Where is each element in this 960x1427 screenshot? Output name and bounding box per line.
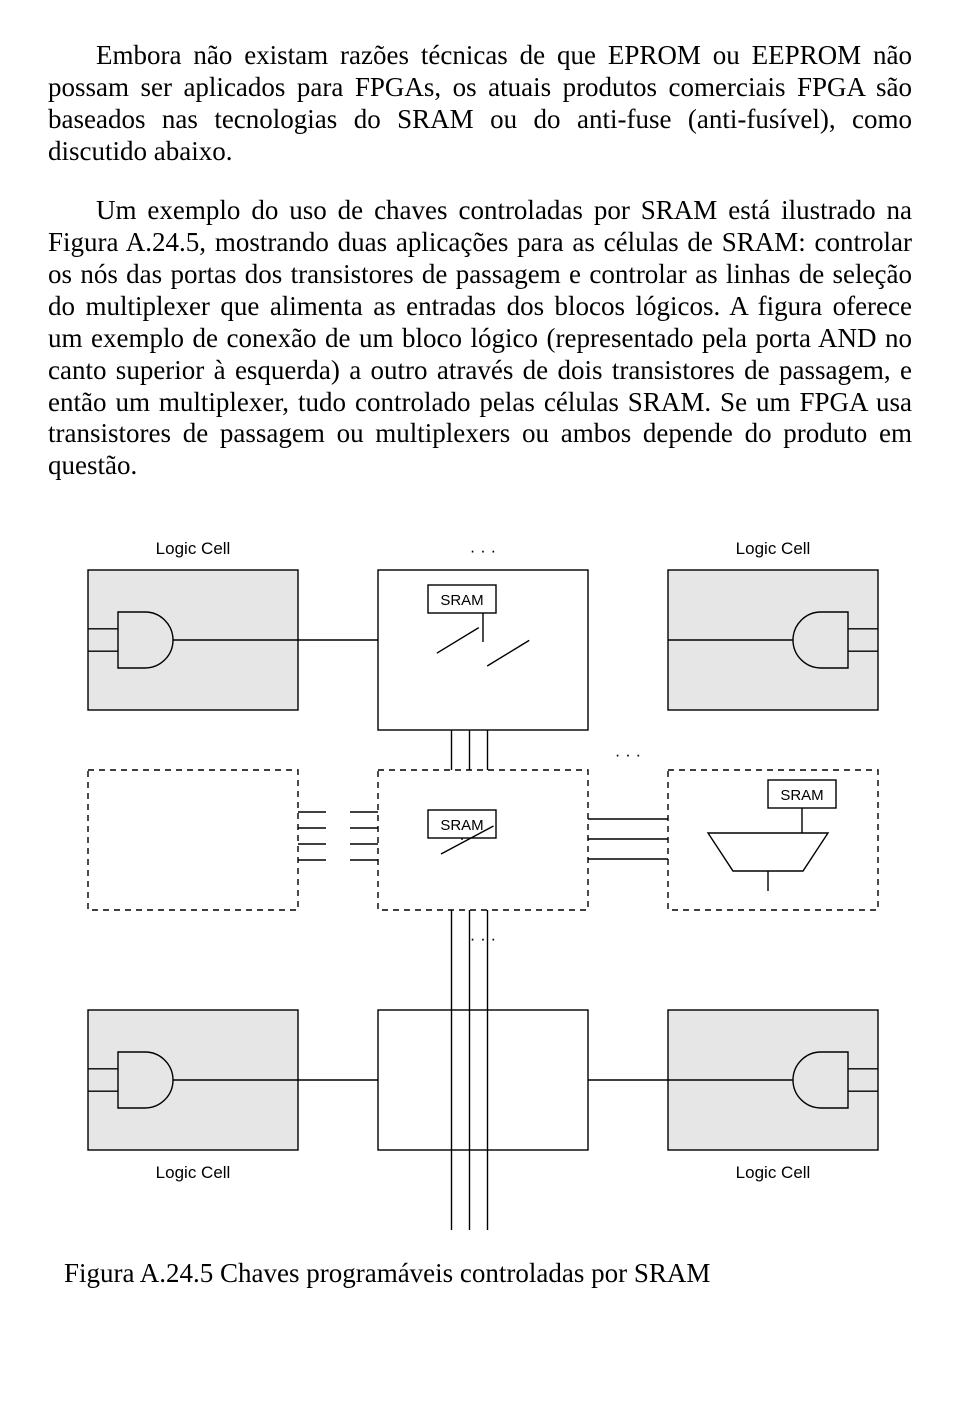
svg-text:Logic Cell: Logic Cell bbox=[736, 539, 811, 558]
paragraph-1: Embora não existam razões técnicas de qu… bbox=[48, 40, 912, 167]
svg-text:SRAM: SRAM bbox=[440, 817, 483, 834]
svg-text:· · ·: · · · bbox=[470, 541, 496, 560]
svg-text:Logic Cell: Logic Cell bbox=[156, 539, 231, 558]
svg-text:SRAM: SRAM bbox=[780, 787, 823, 804]
svg-text:· · ·: · · · bbox=[615, 745, 641, 764]
paragraph-2: Um exemplo do uso de chaves controladas … bbox=[48, 195, 912, 482]
svg-text:Logic Cell: Logic Cell bbox=[736, 1163, 811, 1182]
figure-svg: Logic Cell Logic Cell Logic Cell Logic Cell… bbox=[48, 510, 908, 1230]
svg-text:SRAM: SRAM bbox=[440, 592, 483, 609]
figure-a245: Logic Cell Logic Cell Logic Cell Logic Cell… bbox=[48, 510, 912, 1230]
svg-text:· · ·: · · · bbox=[470, 929, 496, 948]
figure-caption: Figura A.24.5 Chaves programáveis contro… bbox=[48, 1258, 912, 1290]
svg-text:Logic Cell: Logic Cell bbox=[156, 1163, 231, 1182]
